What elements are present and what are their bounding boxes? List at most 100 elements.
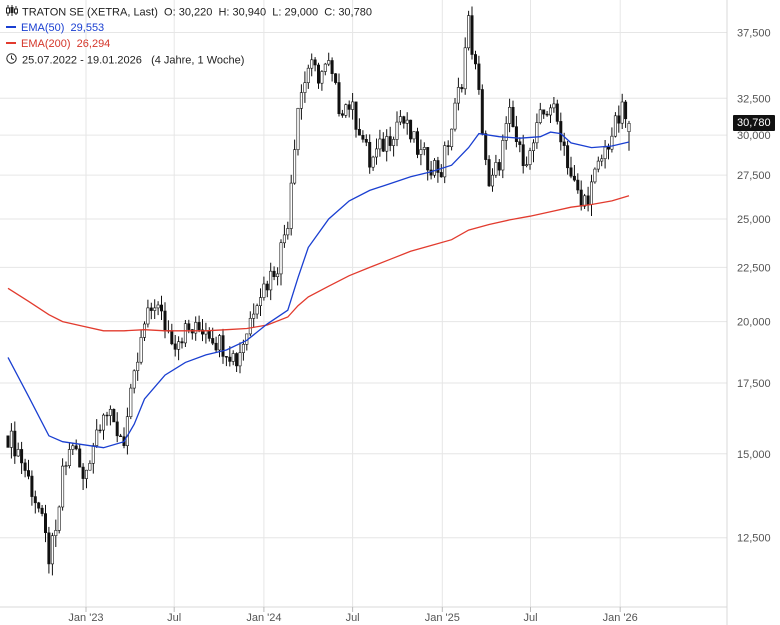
candle-body [248,317,252,335]
candle-body [289,182,293,229]
ema200-swatch [6,42,16,45]
candle-body [88,462,92,471]
candle-body [586,195,590,205]
candle-body [9,430,13,448]
candle-body [235,353,239,367]
candle-body [446,145,450,147]
candle-body [170,330,174,345]
candle-body [589,181,593,205]
ema50-label: EMA(50) [21,22,65,34]
y-tick-label: 15,000 [737,449,771,461]
candle-body [310,59,314,69]
candle-body [610,135,614,150]
candle-body [531,142,535,151]
y-tick-label: 17,500 [737,378,771,390]
candle-body [37,502,41,509]
candle-body [412,131,416,140]
candle-body [71,445,75,450]
x-tick-label: Jul [167,612,181,624]
y-tick-label: 20,000 [737,317,771,329]
candle-body [467,15,471,49]
candlesticks [6,6,631,576]
candle-body [146,307,150,325]
candle-body [487,159,491,187]
x-tick-label: Jan '25 [425,612,460,624]
candle-body [426,147,430,171]
candle-body [514,126,518,142]
candle-body [67,449,71,467]
candle-body [197,322,201,331]
candle-body [606,146,610,150]
candle-body [316,64,320,84]
candle-body [143,323,147,338]
candle-body [47,532,51,565]
candle-body [262,283,266,298]
candle-body [323,63,327,72]
candle-body [371,156,375,168]
candle-body [436,160,440,173]
candle-body [153,307,157,311]
instrument-title: TRATON SE (XETRA, Last) [22,6,158,19]
candle-body [330,60,334,74]
candle-body [279,242,283,275]
candle-body [381,138,385,152]
legend-ema50[interactable]: EMA(50) 29,553 [6,21,104,35]
candle-body [542,109,546,115]
candle-body [450,128,454,148]
y-tick-label: 30,000 [737,130,771,142]
candle-body [173,343,177,350]
candle-body [521,144,525,166]
candle-body [432,160,436,176]
candle-body [258,297,262,307]
candle-body [272,270,276,278]
y-tick-label: 37,500 [737,28,771,40]
y-tick-label: 32,500 [737,93,771,105]
candle-body [562,141,566,146]
candle-body [265,283,269,291]
candle-body [218,335,222,351]
date-range-text: 25.07.2022 - 19.01.2026 [22,54,142,67]
candle-body [26,470,30,477]
ema200-value: 26,294 [76,38,111,50]
candle-body [85,469,89,479]
candle-body [43,513,47,533]
candle-body [129,387,133,418]
candle-body [177,341,181,350]
candle-body [334,73,338,83]
candle-body [33,496,37,504]
candle-body [327,60,331,65]
candle-body [504,123,508,141]
ema50-swatch [6,26,16,29]
candle-body [518,141,522,145]
candle-body [61,465,65,508]
candle-body [617,115,621,124]
candle-body [443,145,447,178]
candle-body [600,158,604,162]
candle-body [296,108,300,151]
candle-body [108,408,112,416]
x-grid-lines [85,0,621,607]
candle-body [473,54,477,65]
candle-body [20,449,24,464]
candle-body [484,133,488,160]
candle-body [160,304,164,312]
candle-body [511,107,515,128]
legend-ema200[interactable]: EMA(200) 26,294 [6,37,110,51]
y-tick-label: 12,500 [737,533,771,545]
candle-body [238,352,242,367]
candle-body [402,116,406,124]
candle-body [115,421,119,437]
ema200-label: EMA(200) [21,38,71,50]
candle-body [559,121,563,143]
candle-body [252,313,256,319]
candle-body [361,135,365,140]
candle-body [439,172,443,178]
candle-body [228,356,232,362]
candle-body [183,323,187,344]
candle-body [214,342,218,351]
x-tick-label: Jan '24 [246,612,281,624]
candle-body [303,82,307,93]
candle-body [409,119,413,140]
